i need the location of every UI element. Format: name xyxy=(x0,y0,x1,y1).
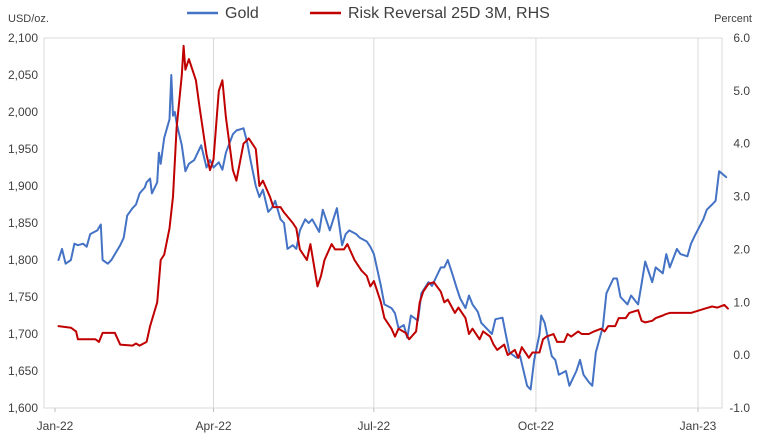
plot-area xyxy=(43,37,723,409)
right-tick-label: -1.0 xyxy=(729,401,750,415)
left-tick-label: 2,050 xyxy=(8,68,38,82)
left-tick-label: 1,850 xyxy=(8,216,38,230)
left-tick-label: 1,700 xyxy=(8,327,38,341)
left-tick-label: 1,600 xyxy=(8,401,38,415)
left-axis-unit-label: USD/oz. xyxy=(8,13,49,25)
left-tick-label: 2,000 xyxy=(8,105,38,119)
x-axis: Jan-22 Apr-22 Jul-22 Oct-22 Jan-23 xyxy=(37,408,717,433)
left-tick-label: 2,100 xyxy=(8,31,38,45)
right-axis: -1.0 0.0 1.0 2.0 3.0 4.0 5.0 6.0 xyxy=(729,31,750,415)
right-tick-label: 0.0 xyxy=(733,348,750,362)
left-tick-label: 1,650 xyxy=(8,364,38,378)
series-line-risk-reversal xyxy=(57,44,729,359)
left-tick-label: 1,900 xyxy=(8,179,38,193)
legend: Gold Risk Reversal 25D 3M, RHS xyxy=(187,5,550,22)
right-tick-label: 4.0 xyxy=(733,137,750,151)
right-tick-label: 1.0 xyxy=(733,295,750,309)
left-tick-label: 1,750 xyxy=(8,290,38,304)
left-axis: 1,600 1,650 1,700 1,750 1,800 1,850 1,900 1,950… xyxy=(8,31,38,415)
x-tick-label: Jan-22 xyxy=(37,419,74,433)
right-axis-unit-label: Percent xyxy=(714,13,752,25)
legend-label-gold: Gold xyxy=(225,5,259,22)
right-tick-label: 2.0 xyxy=(733,242,750,256)
x-tick-label: Jul-22 xyxy=(358,419,391,433)
legend-label-risk-reversal: Risk Reversal 25D 3M, RHS xyxy=(348,5,550,22)
series-line-gold xyxy=(57,74,728,391)
x-tick-label: Jan-23 xyxy=(680,419,717,433)
gridlines xyxy=(213,38,699,408)
left-tick-label: 1,950 xyxy=(8,142,38,156)
series-layer xyxy=(57,44,729,391)
left-tick-label: 1,800 xyxy=(8,253,38,267)
right-tick-label: 6.0 xyxy=(733,31,750,45)
right-tick-label: 5.0 xyxy=(733,84,750,98)
plot-border xyxy=(43,37,723,409)
x-tick-label: Oct-22 xyxy=(518,419,554,433)
x-tick-label: Apr-22 xyxy=(196,419,232,433)
right-tick-label: 3.0 xyxy=(733,190,750,204)
